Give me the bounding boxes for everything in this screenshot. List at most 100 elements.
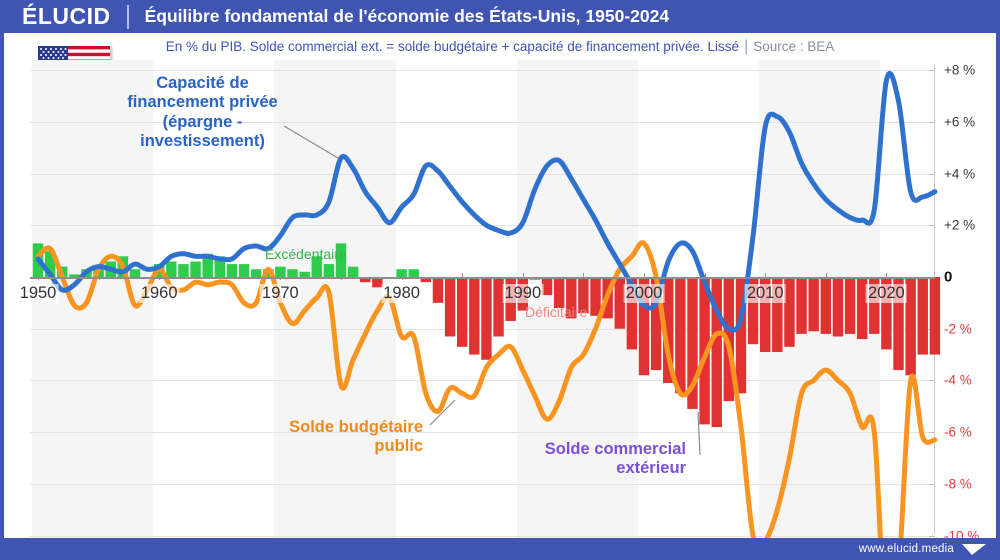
y-tickmark — [929, 173, 935, 175]
x-tickmark — [522, 273, 524, 280]
trade-balance-bar — [372, 277, 383, 288]
header-bar: ÉLUCID Équilibre fondamental de l'économ… — [0, 0, 1000, 33]
y-tickmark — [929, 483, 935, 485]
private-financing-line — [35, 70, 938, 333]
trade-balance-bar — [929, 277, 941, 355]
x-tickmark — [886, 273, 888, 280]
trade-balance-bar — [275, 266, 286, 277]
series-lines — [35, 70, 938, 538]
trade-balance-bar — [844, 277, 856, 334]
trade-balance-bar — [432, 277, 444, 303]
y-axis-label: -10 % — [944, 528, 980, 538]
trade-balance-bar — [917, 277, 928, 355]
gridline — [30, 535, 935, 537]
right-edge-accent — [996, 0, 1000, 560]
footer-url[interactable]: www.elucid.media — [858, 543, 954, 555]
play-arrow-icon — [962, 543, 986, 555]
trade-balance-bar — [481, 277, 492, 360]
y-tickmark — [929, 70, 935, 72]
trade-balance-bar — [832, 277, 844, 337]
trade-balance-bar — [796, 277, 807, 334]
trade-balance-bar — [44, 251, 56, 277]
trade-balance-bar — [905, 277, 916, 376]
trade-balance-bar — [626, 277, 638, 350]
y-axis-label: 0 — [944, 268, 953, 286]
y-tickmark — [929, 225, 935, 227]
trade-balance-bar — [759, 277, 771, 352]
trade-balance-bar — [129, 269, 141, 277]
y-axis-label: -4 % — [944, 372, 972, 388]
trade-balance-bar — [638, 277, 650, 376]
trade-balance-bar — [190, 261, 201, 277]
trade-balance-bar — [541, 277, 553, 296]
chart-subtitle: En % du PIB. Solde commercial ext. = sol… — [165, 39, 740, 54]
trade-balance-bar — [699, 277, 710, 425]
y-axis-label: +2 % — [944, 217, 976, 233]
y-axis-label: +8 % — [944, 62, 976, 78]
trade-balance-bar — [747, 277, 759, 345]
trade-balance-bar — [687, 277, 698, 409]
y-tickmark — [929, 121, 935, 123]
annotation-budget-balance: Solde budgétaire public — [289, 418, 423, 456]
trade-balance-bar — [553, 277, 565, 309]
x-axis-label: 2020 — [866, 284, 907, 303]
y-axis-label: -2 % — [944, 321, 972, 337]
y-axis-label: -8 % — [944, 476, 972, 492]
gridline — [30, 225, 935, 227]
x-axis-label: 2010 — [744, 284, 786, 303]
trade-balance-bar — [178, 264, 189, 277]
x-axis-label: 1950 — [17, 284, 59, 303]
trade-balance-bar — [772, 277, 783, 352]
gridline — [30, 432, 935, 434]
trade-balance-bar — [347, 266, 359, 277]
trade-balance-bar — [856, 277, 868, 340]
trade-balance-bar — [214, 256, 226, 277]
trade-balance-bar — [420, 277, 432, 283]
x-axis-label: 1970 — [260, 284, 301, 303]
chart-source: Source : BEA — [753, 39, 835, 54]
trade-balance-bar — [408, 269, 419, 277]
trade-balance-bar — [299, 271, 310, 277]
surplus-label: Excédentaire — [265, 246, 347, 262]
trade-balance-bar — [444, 277, 456, 337]
y-tickmark — [929, 535, 935, 537]
trade-balance-bar — [590, 277, 601, 316]
trade-balance-bar — [226, 264, 238, 277]
y-tickmark — [929, 380, 935, 382]
x-axis-label: 2000 — [623, 284, 665, 303]
x-tickmark — [583, 273, 585, 280]
page-title: Équilibre fondamental de l'économie des … — [144, 6, 670, 26]
x-axis-label: 1960 — [138, 284, 180, 303]
x-tickmark — [825, 273, 827, 280]
trade-balance-bar — [735, 277, 747, 394]
budget-balance-line — [35, 240, 938, 538]
left-edge-accent — [0, 0, 4, 560]
trade-balance-bar — [323, 264, 335, 277]
trade-balance-bar — [287, 269, 298, 277]
header-divider — [126, 4, 129, 29]
brand-logo: ÉLUCID — [22, 3, 111, 29]
trade-balance-bar — [493, 277, 504, 337]
trade-balance-bar — [675, 277, 686, 394]
trade-balance-bar — [650, 277, 662, 371]
x-axis-label: 1980 — [381, 284, 422, 303]
gridline — [30, 483, 935, 485]
subtitle-bar: En % du PIB. Solde commercial ext. = sol… — [0, 33, 1000, 60]
trade-balance-bar — [250, 269, 262, 277]
trade-balance-bar — [869, 277, 880, 334]
gridline — [30, 121, 935, 123]
zero-axis-line — [30, 277, 935, 279]
y-axis-label: -6 % — [944, 424, 972, 440]
trade-balance-bar — [335, 243, 347, 277]
trade-balance-bar — [566, 277, 577, 319]
trade-balance-bar — [456, 277, 468, 347]
gridline — [30, 70, 935, 72]
y-axis-label: +4 % — [944, 166, 976, 182]
subtitle-separator: | — [744, 37, 749, 55]
trade-balance-bar — [166, 261, 177, 277]
trade-balance-bar — [238, 264, 250, 277]
trade-balance-bar — [893, 277, 904, 371]
x-tickmark — [765, 273, 767, 280]
y-tickmark — [929, 432, 935, 434]
